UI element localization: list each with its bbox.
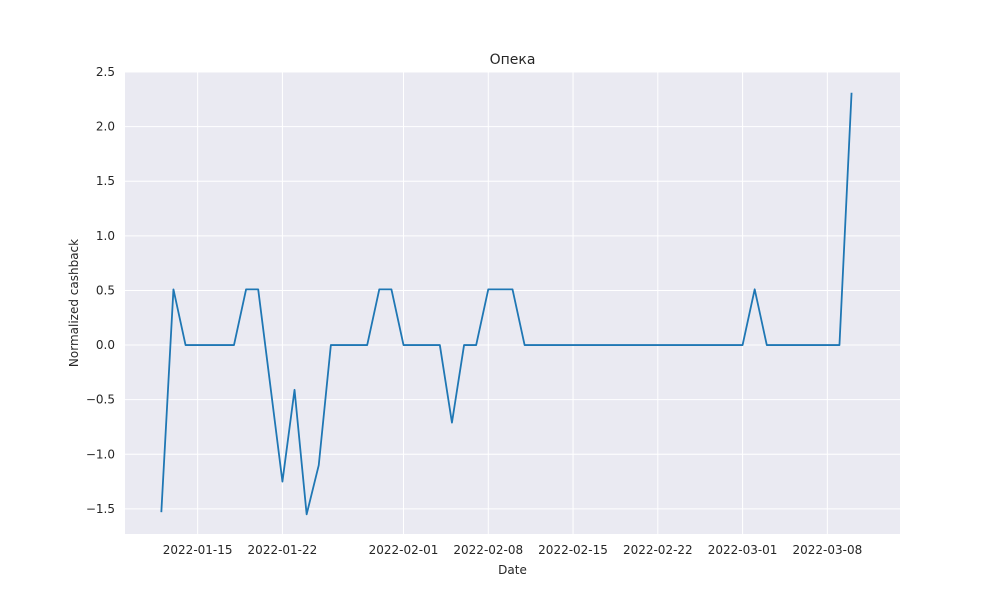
y-tick-labels: 2.5 2.0 1.5 1.0 0.5 0.0 −0.5 −1.0 −1.5 (86, 65, 115, 516)
x-tick-label: 2022-03-01 (708, 543, 778, 557)
y-axis-label: Normalized cashback (67, 239, 81, 367)
chart-title: Опека (490, 52, 536, 68)
plot-area (125, 72, 900, 534)
y-tick-label: 2.5 (96, 65, 115, 79)
x-axis-label: Date (498, 563, 527, 577)
y-tick-label: 2.0 (96, 120, 115, 134)
y-tick-label: 1.0 (96, 229, 115, 243)
y-tick-label: −0.5 (86, 393, 115, 407)
y-tick-label: 1.5 (96, 174, 115, 188)
y-tick-label: 0.0 (96, 338, 115, 352)
series-layer (160, 92, 853, 516)
x-tick-label: 2022-02-01 (369, 543, 439, 557)
x-tick-label: 2022-02-15 (538, 543, 608, 557)
y-tick-label: 0.5 (96, 283, 115, 297)
x-tick-label: 2022-01-15 (163, 543, 233, 557)
series-line (160, 92, 853, 516)
x-tick-label: 2022-02-08 (453, 543, 523, 557)
y-tick-label: −1.5 (86, 502, 115, 516)
x-tick-label: 2022-01-22 (248, 543, 318, 557)
x-tick-labels: 2022-01-15 2022-01-22 2022-02-01 2022-02-08… (163, 543, 862, 557)
x-tick-label: 2022-02-22 (623, 543, 693, 557)
y-tick-label: −1.0 (86, 447, 115, 461)
x-tick-label: 2022-03-08 (792, 543, 862, 557)
